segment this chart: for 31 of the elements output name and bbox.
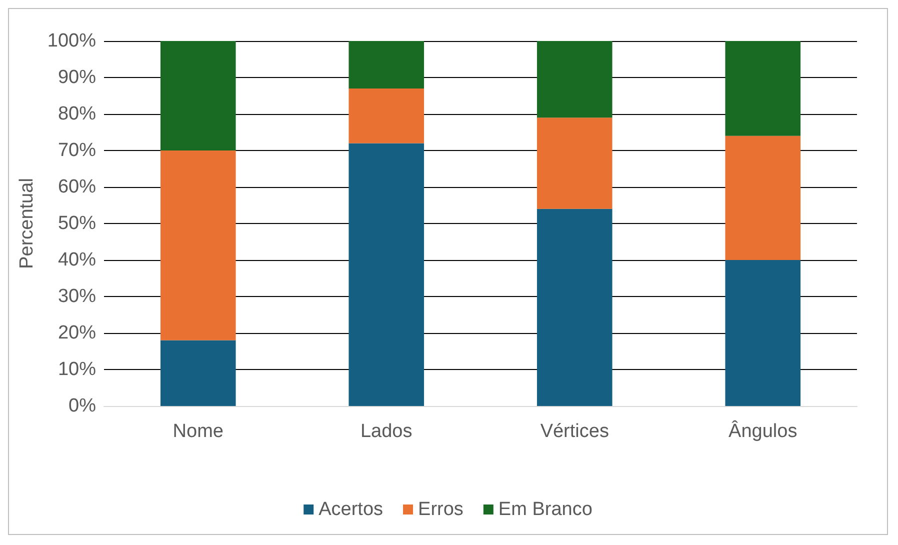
x-tick-label: Vértices [540,421,609,442]
y-tick-label: 60% [58,176,96,198]
bar [348,143,424,406]
x-tick-label: Ângulos [728,420,798,442]
y-tick-label: 0% [68,396,96,416]
y-tick-label: 20% [58,322,96,344]
bar [536,41,612,118]
y-tick-label: 10% [58,359,96,380]
y-tick-label: 80% [58,104,96,124]
y-axis-title: Percentual [16,178,38,269]
bar [725,41,801,136]
x-tick-label: Nome [172,421,224,442]
bar [536,208,612,406]
bar [725,260,801,406]
bar [536,118,612,209]
bar [160,41,236,150]
bar [348,88,424,144]
y-tick-label: 90% [58,67,96,88]
legend-label: Erros [418,499,464,520]
y-tick-label: 100% [47,30,96,52]
y-tick-label: 30% [58,286,96,307]
bar [160,340,236,406]
y-tick-label: 50% [58,213,96,234]
y-tick-label: 40% [58,250,96,270]
y-tick-label: 70% [58,140,96,161]
legend-label: Acertos [318,499,384,520]
legend-label: Em Branco [498,499,592,520]
bar [348,41,424,88]
bar [725,136,801,260]
x-tick-label: Lados [360,421,412,442]
bar [160,150,236,340]
